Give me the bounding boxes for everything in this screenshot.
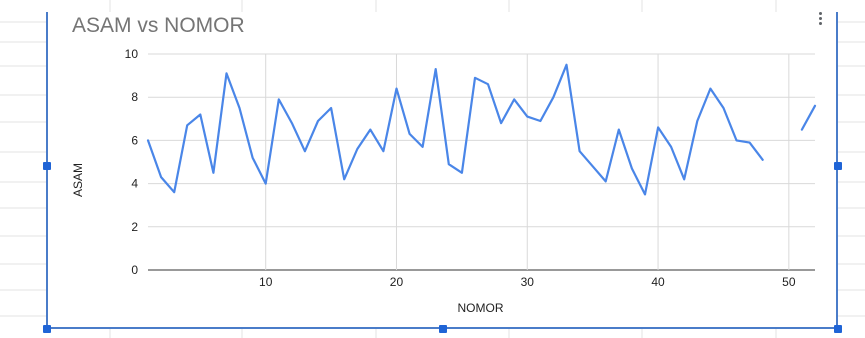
x-tick-label: 20 — [390, 275, 404, 289]
x-tick-label: 30 — [521, 275, 535, 289]
resize-handle-right[interactable] — [834, 162, 842, 170]
x-tick-label: 10 — [259, 275, 273, 289]
y-axis-title: ASAM — [71, 163, 85, 197]
x-tick-label: 40 — [651, 275, 665, 289]
y-tick-label: 10 — [125, 47, 139, 61]
y-tick-label: 6 — [131, 133, 138, 147]
x-tick-label: 50 — [782, 275, 796, 289]
resize-handle-bottom-right[interactable] — [834, 325, 842, 333]
y-tick-label: 8 — [131, 90, 138, 104]
y-tick-label: 2 — [131, 220, 138, 234]
resize-handle-left[interactable] — [43, 162, 51, 170]
series-line — [146, 63, 764, 196]
chart-container[interactable]: ASAM vs NOMOR 0 2 4 6 8 10 10 20 30 40 50 NOMOR ASAM — [46, 12, 838, 329]
y-tick-label: 0 — [131, 263, 138, 277]
series-line — [800, 104, 817, 131]
resize-handle-bottom-left[interactable] — [43, 325, 51, 333]
y-tick-label: 4 — [131, 177, 138, 191]
line-chart: 0 2 4 6 8 10 10 20 30 40 50 NOMOR ASAM — [71, 47, 817, 315]
chart-title: ASAM vs NOMOR — [72, 14, 245, 37]
resize-handle-bottom-center[interactable] — [439, 325, 447, 333]
more-vert-icon[interactable] — [815, 10, 825, 27]
x-axis-title: NOMOR — [458, 301, 504, 315]
